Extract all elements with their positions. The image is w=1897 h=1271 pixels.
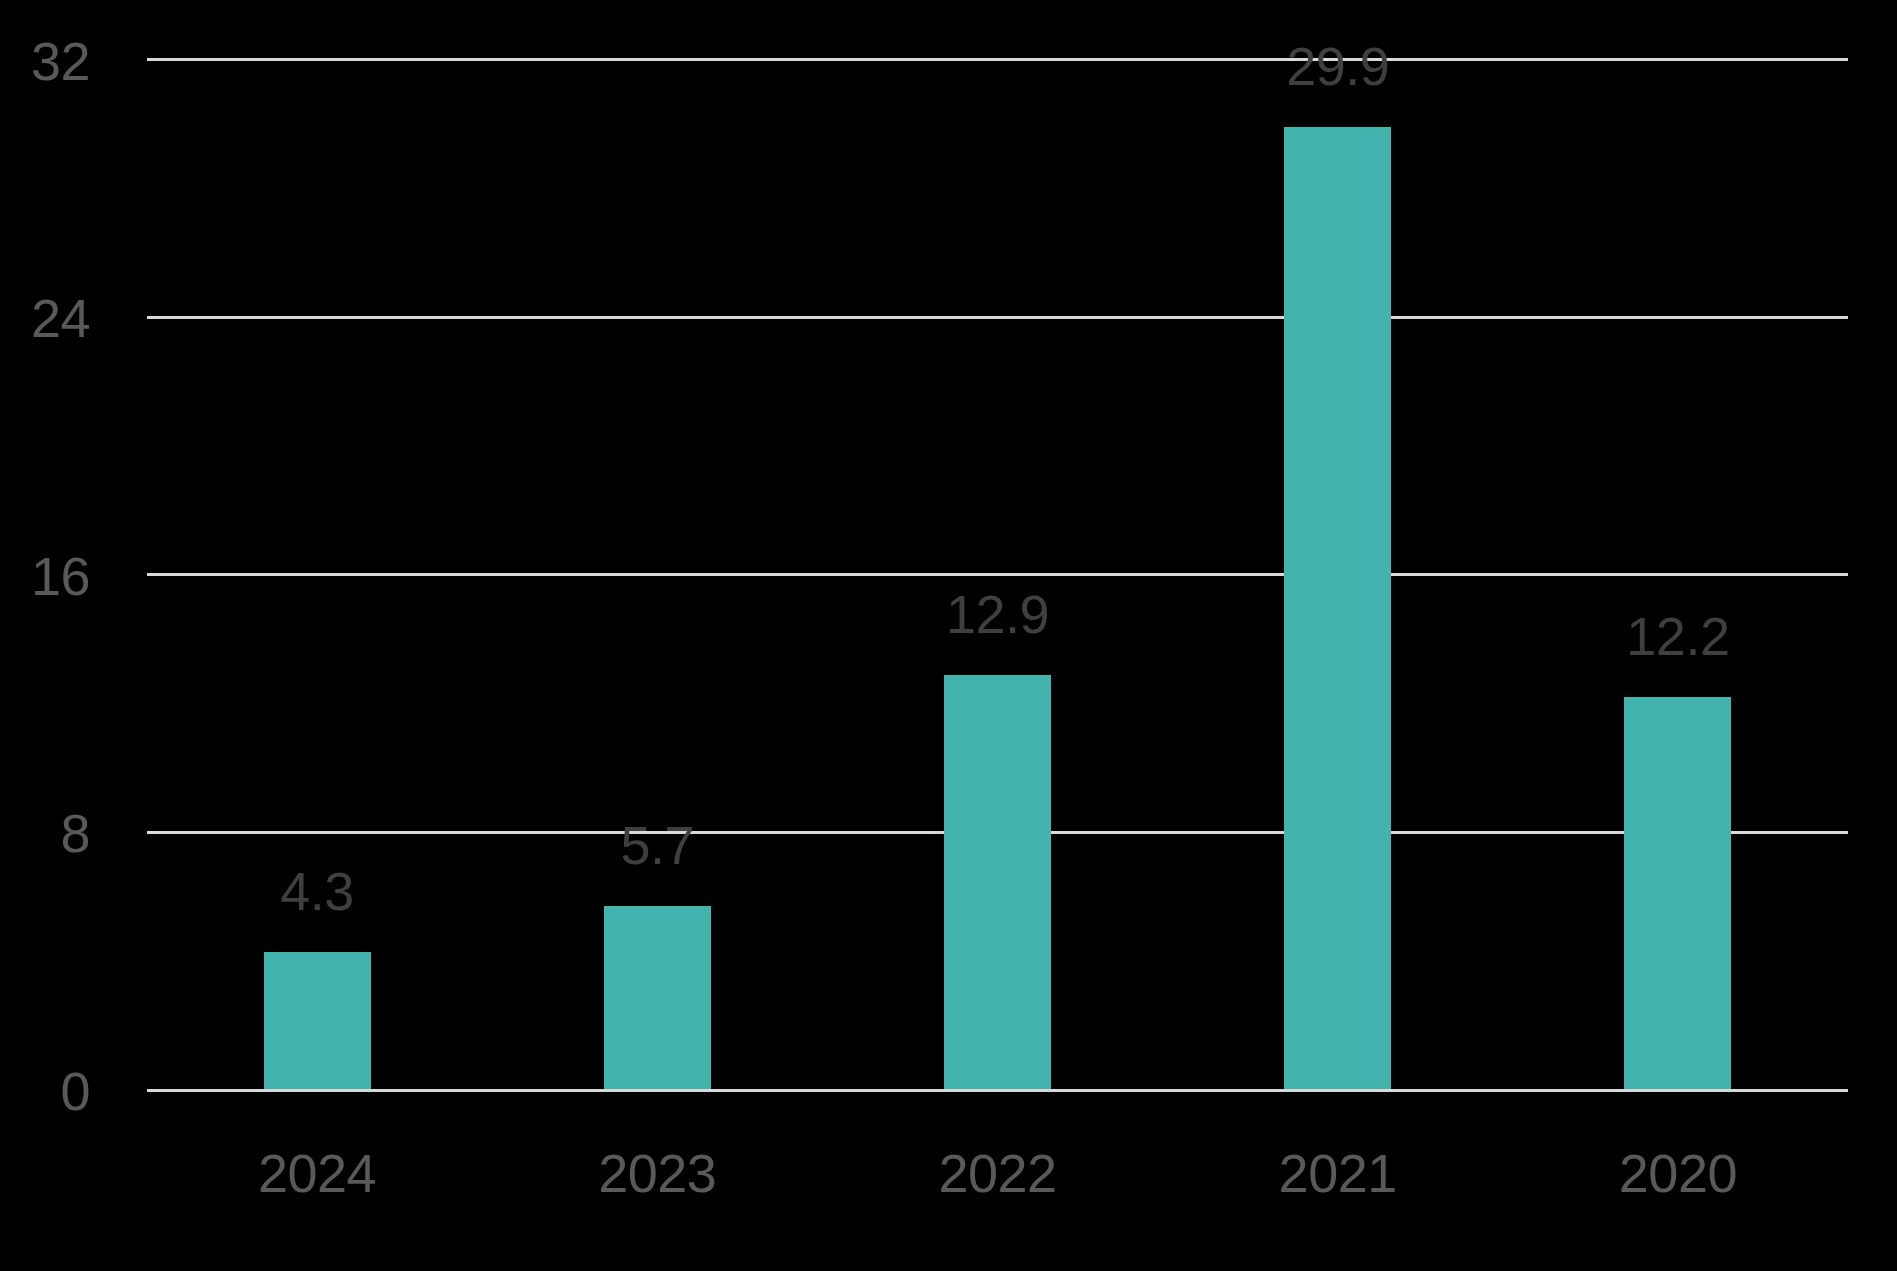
gridline-16 xyxy=(147,573,1848,576)
y-tick-label-32: 32 xyxy=(0,34,90,88)
y-tick-label-8: 8 xyxy=(0,806,90,860)
bar-value-label-2021: 29.9 xyxy=(1286,39,1389,93)
bar-chart: 32 24 16 8 0 4.3 2024 5.7 2023 12.9 2022… xyxy=(0,0,1897,1271)
bar-2022 xyxy=(944,675,1051,1090)
x-axis-label-2022: 2022 xyxy=(938,1146,1056,1200)
gridline-32 xyxy=(147,58,1848,61)
bar-2021 xyxy=(1284,127,1391,1090)
bar-value-label-2022: 12.9 xyxy=(946,587,1049,641)
x-axis-label-2020: 2020 xyxy=(1619,1146,1737,1200)
bar-value-label-2024: 4.3 xyxy=(280,864,354,918)
bar-value-label-2023: 5.7 xyxy=(621,818,695,872)
bar-2023 xyxy=(604,906,711,1090)
x-axis-label-2023: 2023 xyxy=(598,1146,716,1200)
bar-2020 xyxy=(1624,697,1731,1090)
x-axis-label-2021: 2021 xyxy=(1279,1146,1397,1200)
gridline-24 xyxy=(147,316,1848,319)
bar-value-label-2020: 12.2 xyxy=(1626,609,1729,663)
y-tick-label-24: 24 xyxy=(0,291,90,345)
y-tick-label-0: 0 xyxy=(0,1064,90,1118)
bar-2024 xyxy=(264,952,371,1090)
x-axis-label-2024: 2024 xyxy=(258,1146,376,1200)
y-tick-label-16: 16 xyxy=(0,549,90,603)
x-axis-line xyxy=(147,1089,1848,1092)
